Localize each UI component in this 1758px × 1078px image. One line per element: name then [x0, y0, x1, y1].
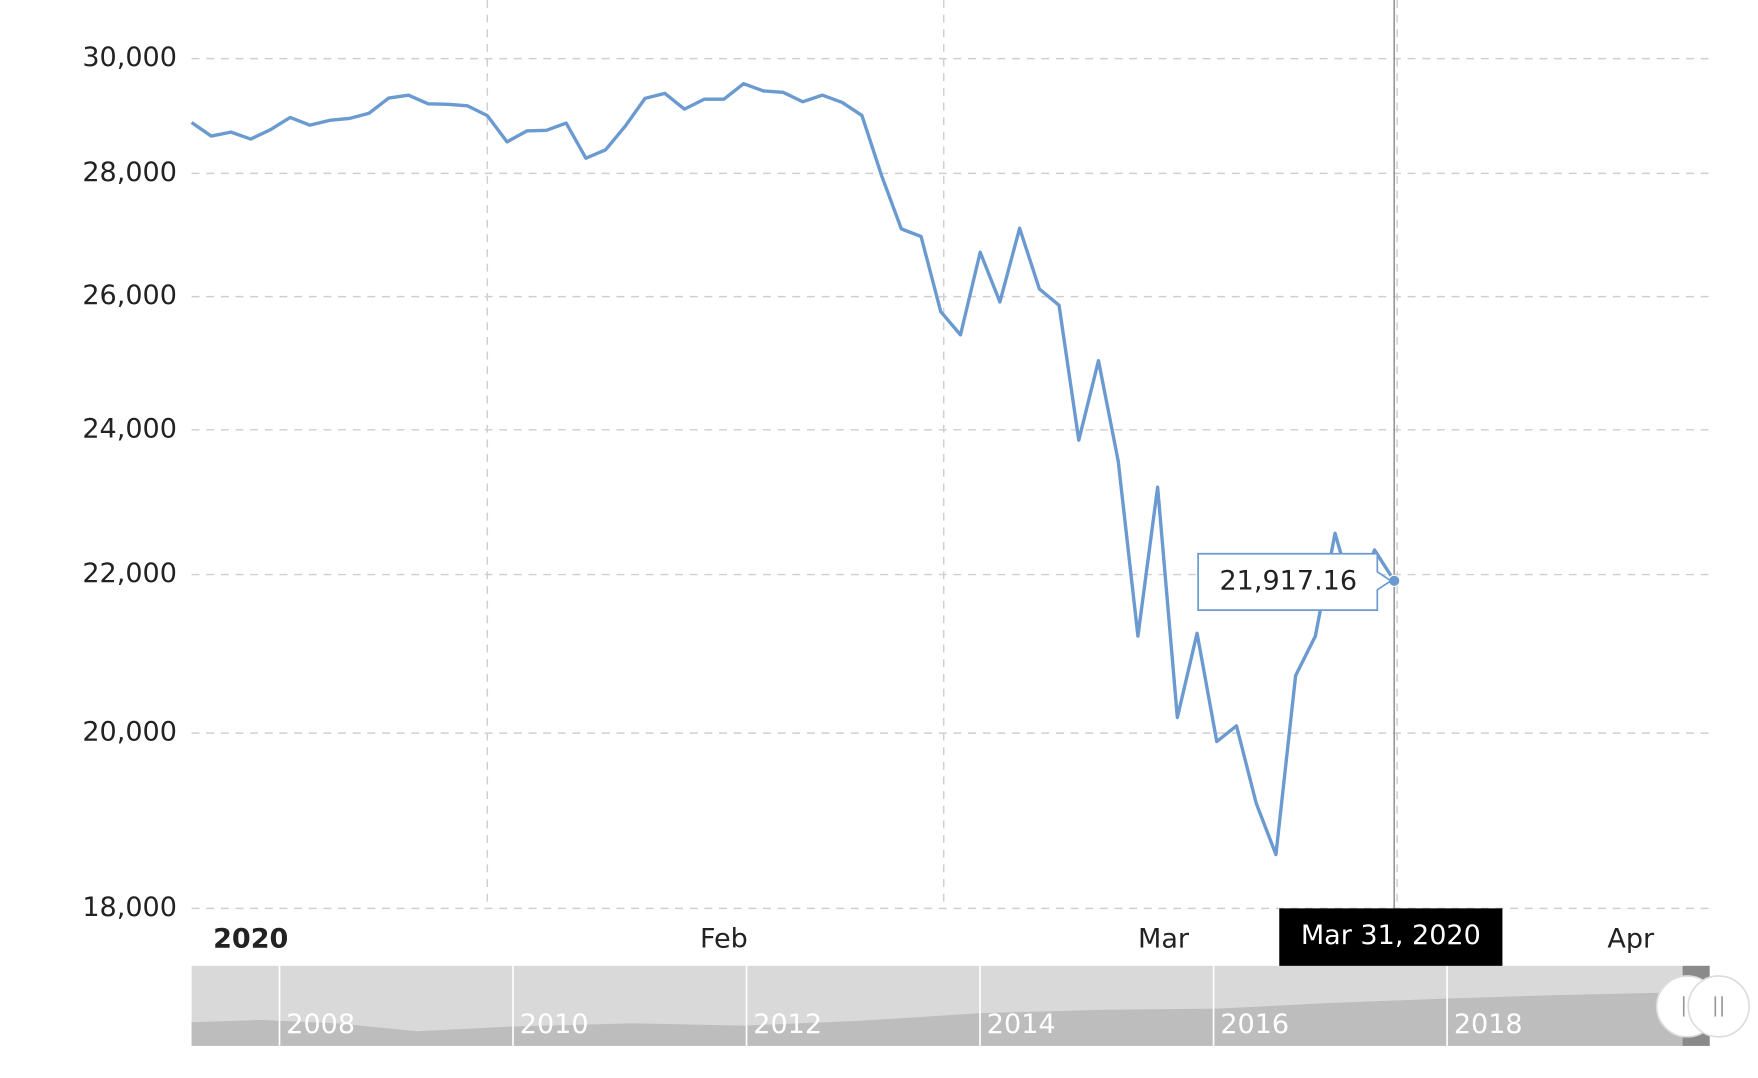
navigator-handle[interactable] [1687, 975, 1750, 1038]
plot: 2008 2010 2012 2014 2016 2018 18,000 20,000 22,… [82, 0, 1750, 1046]
x-tick-label: 2020 [213, 923, 288, 954]
date-label: Mar 31, 2020 [1301, 920, 1481, 951]
y-tick-label: 26,000 [82, 280, 177, 311]
navigator-label: 2008 [286, 1009, 355, 1040]
navigator: 2008 2010 2012 2014 2016 2018 [191, 965, 1750, 1046]
date-label-box [1279, 908, 1503, 966]
navigator-label: 2016 [1220, 1009, 1289, 1040]
line [190, 81, 1396, 857]
tooltip-value: 21,917.16 [1219, 565, 1357, 596]
navigator-label: 2012 [753, 1009, 822, 1040]
x-tick-label: Apr [1607, 923, 1655, 954]
y-tick-label: 22,000 [82, 558, 177, 589]
y-tick-label: 20,000 [82, 717, 177, 748]
y-tick-label: 24,000 [82, 413, 177, 444]
x-tick-label: Feb [700, 923, 748, 954]
y-tick-label: 28,000 [82, 157, 177, 188]
navigator-area [191, 991, 1710, 1046]
y-tick-label: 18,000 [82, 892, 177, 923]
tooltip-box [1197, 552, 1393, 611]
navigator-label: 2010 [520, 1009, 589, 1040]
navigator-label: 2018 [1454, 1009, 1523, 1040]
x-tick-label: Mar [1138, 923, 1190, 954]
y-tick-label: 30,000 [82, 42, 177, 73]
navigator-label: 2014 [987, 1009, 1056, 1040]
